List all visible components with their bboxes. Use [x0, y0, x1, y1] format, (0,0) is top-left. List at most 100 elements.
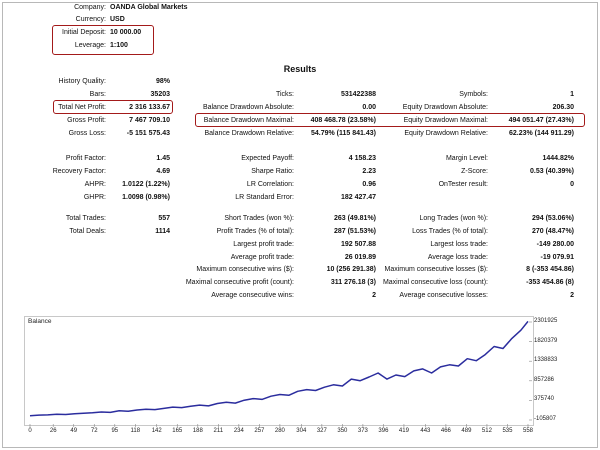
col3-label-6: OnTester result: [438, 181, 488, 188]
col2-value-11: 26 019.89 [344, 254, 376, 261]
x-tick-label: 95 [111, 428, 119, 434]
x-tick-label: 188 [192, 428, 203, 434]
col1-label-2: Total Net Profit: [58, 104, 106, 111]
col1-label-10: Total Deals: [69, 228, 106, 235]
initial-deposit-value: 10 000.00 [110, 29, 142, 36]
y-tick-label: 375740 [534, 396, 555, 403]
x-tick-label: 558 [522, 428, 534, 434]
col2-value-2: 408 468.78 (23.58%) [310, 117, 376, 124]
leverage-value: 1:100 [110, 42, 128, 49]
col1-label-9: Total Trades: [65, 215, 106, 222]
x-tick-label: 489 [461, 428, 472, 434]
col3-label-12: Maximal consecutive loss (count): [382, 279, 488, 286]
currency-value: USD [110, 16, 125, 23]
col1-value-4: -5 151 575.43 [126, 130, 170, 137]
col3-value-2: 494 051.47 (27.43%) [508, 117, 574, 124]
col2-label-4: Expected Payoff: [241, 155, 294, 162]
col1-value-9: 557 [158, 215, 170, 222]
x-tick-label: 72 [90, 428, 98, 434]
col1-value-3: 7 467 709.10 [129, 117, 170, 124]
col3-label-9: Largest loss trade: [430, 241, 488, 248]
col2-value-6: 0.96 [362, 181, 376, 188]
col1-value-7: 1.0122 (1.22%) [122, 181, 170, 188]
col2-value-12: 10 (256 291.38) [326, 266, 376, 273]
col1-label-6: Recovery Factor: [52, 168, 106, 175]
x-tick-label: 535 [502, 428, 513, 434]
x-tick-label: 26 [49, 428, 57, 434]
col2-label-6: LR Correlation: [246, 181, 294, 188]
y-tick-label: 2301925 [534, 318, 558, 324]
col3-label-4: Margin Level: [445, 155, 488, 162]
col1-value-6: 4.69 [156, 168, 170, 175]
company-value: OANDA Global Markets [110, 4, 188, 11]
col1-label-7: AHPR: [84, 181, 106, 188]
col2-label-11: Average profit trade: [230, 254, 294, 261]
col3-value-11: 8 (-353 454.86) [526, 266, 574, 273]
col3-label-3: Equity Drawdown Relative: [404, 130, 488, 137]
col3-value-7: 294 (53.06%) [531, 215, 574, 222]
col3-label-11: Maximum consecutive losses ($): [384, 266, 488, 273]
col3-value-13: 2 [570, 292, 574, 299]
col2-value-10: 192 507.88 [340, 241, 376, 248]
col3-label-7: Long Trades (won %): [419, 215, 488, 222]
col3-value-0: 1 [570, 91, 574, 98]
net-profit-highlight-box [53, 100, 173, 114]
col1-label-0: History Quality: [58, 78, 106, 85]
col2-value-4: 4 158.23 [348, 155, 376, 162]
initial-deposit-label: Initial Deposit: [62, 29, 106, 36]
deposit-highlight-box [52, 25, 154, 55]
x-tick-label: 49 [70, 428, 78, 434]
col3-label-10: Average loss trade: [427, 254, 488, 261]
col3-value-10: -19 079.91 [540, 254, 574, 261]
col2-value-5: 2.23 [362, 168, 376, 175]
y-tick-label: 857286 [534, 376, 555, 383]
x-tick-label: 373 [357, 428, 368, 434]
col3-value-4: 1444.82% [542, 155, 574, 162]
col2-value-3: 54.79% (115 841.43) [311, 130, 376, 137]
col3-label-8: Loss Trades (% of total): [412, 228, 488, 235]
col3-value-5: 0.53 (40.39%) [530, 168, 574, 175]
col1-label-4: Gross Loss: [68, 130, 106, 137]
col3-label-1: Equity Drawdown Absolute: [402, 104, 488, 111]
y-tick-label: 1820379 [534, 337, 558, 344]
col1-value-1: 35203 [150, 91, 170, 98]
col2-value-9: 287 (51.53%) [333, 228, 376, 235]
col2-label-14: Average consecutive wins: [211, 292, 294, 299]
col2-label-9: Profit Trades (% of total): [216, 228, 294, 235]
col1-label-3: Gross Profit: [67, 117, 106, 124]
x-tick-label: 466 [440, 428, 451, 434]
col2-label-1: Balance Drawdown Absolute: [202, 104, 294, 111]
x-tick-label: 165 [172, 428, 183, 434]
col3-value-12: -353 454.86 (8) [526, 279, 574, 286]
col1-value-0: 98% [155, 78, 170, 85]
col3-label-13: Average consecutive losses: [399, 292, 488, 299]
col1-label-5: Profit Factor: [65, 155, 106, 162]
x-tick-label: 350 [337, 428, 348, 434]
col1-value-5: 1.45 [156, 155, 170, 162]
chart-title: Balance [28, 318, 52, 325]
col2-label-12: Maximum consecutive wins ($): [196, 266, 294, 273]
x-tick-label: 0 [28, 428, 32, 434]
col1-label-8: GHPR: [83, 194, 106, 201]
col2-value-1: 0.00 [362, 104, 376, 111]
x-tick-label: 142 [151, 428, 162, 434]
col2-label-5: Sharpe Ratio: [251, 168, 294, 175]
col2-label-0: Ticks: [275, 91, 294, 98]
col3-label-2: Equity Drawdown Maximal: [403, 117, 488, 124]
col1-value-8: 1.0098 (0.98%) [122, 194, 170, 201]
col3-value-8: 270 (48.47%) [531, 228, 574, 235]
drawdown-highlight-box [195, 113, 585, 127]
x-tick-label: 512 [481, 428, 492, 434]
results-title: Results [283, 64, 317, 74]
x-tick-label: 118 [130, 428, 141, 434]
col2-value-7: 182 427.47 [340, 194, 376, 201]
col3-value-1: 206.30 [552, 104, 574, 111]
col1-label-1: Bars: [89, 91, 106, 98]
col3-label-0: Symbols: [459, 91, 488, 98]
x-tick-label: 211 [213, 428, 224, 434]
col2-label-13: Maximal consecutive profit (count): [185, 279, 294, 286]
col2-value-14: 2 [372, 292, 376, 299]
y-tick-label: -105807 [534, 416, 557, 422]
col1-value-2: 2 316 133.67 [129, 104, 170, 111]
